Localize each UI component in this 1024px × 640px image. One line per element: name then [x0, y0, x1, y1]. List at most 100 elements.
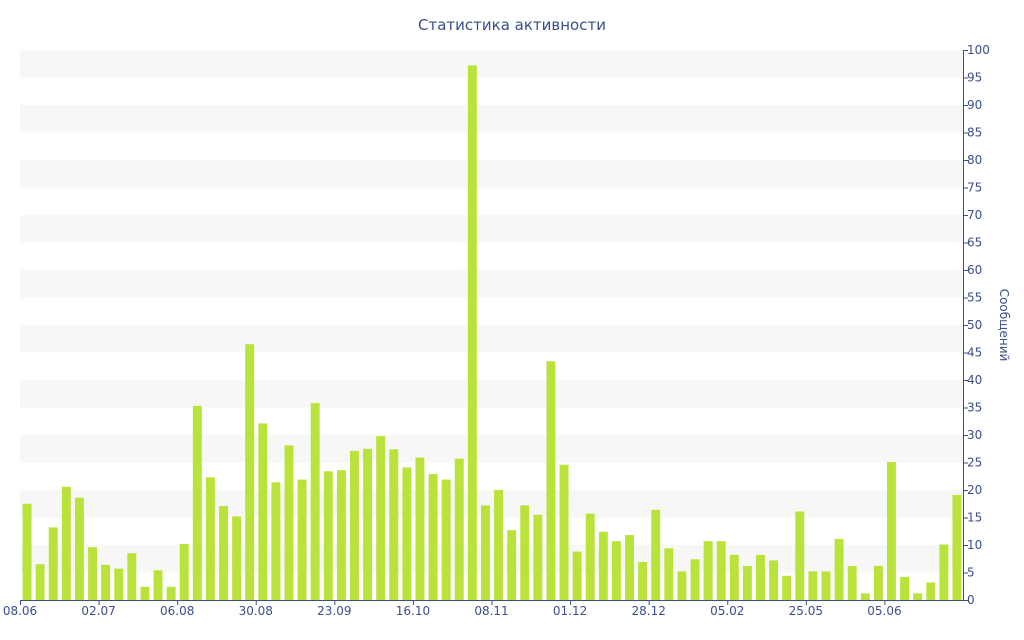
x-tick-label: 05.06	[867, 604, 901, 618]
bar[interactable]	[323, 471, 333, 600]
y-tick-label: 85	[967, 126, 982, 140]
bar[interactable]	[88, 547, 97, 600]
bar[interactable]	[494, 490, 504, 600]
y-tick-label: 75	[967, 181, 982, 195]
bar[interactable]	[310, 403, 320, 600]
bar[interactable]	[205, 477, 215, 600]
bar[interactable]	[127, 553, 137, 600]
bar[interactable]	[284, 445, 294, 600]
bar[interactable]	[179, 543, 189, 600]
bar[interactable]	[611, 541, 621, 600]
grid-band	[20, 215, 963, 243]
bar[interactable]	[114, 568, 124, 600]
bar[interactable]	[350, 450, 359, 600]
bar[interactable]	[782, 575, 792, 600]
bar[interactable]	[441, 479, 451, 600]
bar[interactable]	[507, 530, 517, 600]
bar[interactable]	[703, 541, 713, 600]
bar[interactable]	[756, 554, 765, 600]
bar[interactable]	[258, 423, 268, 600]
x-tick-label: 30.08	[239, 604, 273, 618]
bar[interactable]	[572, 551, 582, 600]
bar[interactable]	[336, 470, 346, 600]
grid-band	[20, 380, 963, 408]
bar[interactable]	[48, 527, 58, 600]
x-tick-label: 25.05	[789, 604, 823, 618]
y-tick-label: 45	[967, 346, 982, 360]
bar[interactable]	[873, 565, 883, 600]
bar[interactable]	[900, 576, 910, 600]
y-tick-label: 90	[967, 98, 982, 112]
bar[interactable]	[860, 593, 870, 600]
bar[interactable]	[520, 505, 530, 600]
bar[interactable]	[952, 494, 962, 600]
bar[interactable]	[913, 593, 923, 600]
bar[interactable]	[363, 448, 373, 600]
bar[interactable]	[153, 570, 163, 600]
bar[interactable]	[664, 548, 674, 600]
bar[interactable]	[651, 509, 661, 600]
bar[interactable]	[467, 65, 477, 600]
bar[interactable]	[834, 538, 844, 600]
bar[interactable]	[101, 564, 111, 600]
bar[interactable]	[35, 564, 45, 600]
bar[interactable]	[61, 486, 71, 600]
y-axis-label: Сообщений	[997, 289, 1011, 362]
x-tick-label: 28.12	[631, 604, 665, 618]
x-tick-label: 06.08	[160, 604, 194, 618]
y-tick-label: 100	[967, 43, 990, 57]
y-tick-label: 20	[967, 483, 982, 497]
y-tick-label: 40	[967, 373, 982, 387]
x-tick-label: 02.07	[81, 604, 115, 618]
bar[interactable]	[926, 582, 936, 600]
y-tick-label: 5	[967, 566, 975, 580]
bar[interactable]	[821, 571, 831, 600]
y-tick-label: 50	[967, 318, 982, 332]
bar[interactable]	[428, 474, 438, 600]
y-tick-label: 95	[967, 71, 982, 85]
y-tick-label: 10	[967, 538, 982, 552]
y-ticks: 0 5 10 15 20 25 30 35 40 45 50 55 60 65 70 75 80 85 90 95 10…	[963, 43, 990, 607]
bar[interactable]	[690, 559, 700, 600]
bar[interactable]	[625, 535, 634, 600]
bar[interactable]	[546, 361, 556, 600]
x-tick-label: 01.12	[553, 604, 587, 618]
bar[interactable]	[559, 464, 569, 600]
bar[interactable]	[389, 449, 399, 600]
bar[interactable]	[769, 560, 779, 600]
y-tick-label: 55	[967, 291, 982, 305]
bar[interactable]	[454, 458, 464, 600]
bar[interactable]	[598, 531, 608, 600]
y-tick-label: 80	[967, 153, 982, 167]
bar[interactable]	[166, 586, 176, 600]
x-tick-label: 08.11	[474, 604, 508, 618]
grid-band	[20, 325, 963, 353]
bar[interactable]	[585, 513, 595, 600]
grid-band	[20, 160, 963, 188]
bar[interactable]	[729, 554, 739, 600]
bar[interactable]	[415, 457, 425, 600]
bar[interactable]	[939, 544, 949, 600]
bar[interactable]	[22, 503, 32, 600]
bar[interactable]	[402, 467, 412, 600]
bar[interactable]	[742, 565, 752, 600]
bar[interactable]	[677, 571, 687, 600]
bar[interactable]	[795, 511, 805, 600]
bar[interactable]	[533, 514, 543, 600]
bar[interactable]	[638, 562, 648, 600]
bar[interactable]	[232, 516, 242, 600]
bar[interactable]	[716, 541, 726, 600]
bar[interactable]	[847, 565, 857, 600]
bar[interactable]	[192, 405, 202, 600]
bar[interactable]	[140, 586, 150, 600]
bar[interactable]	[219, 505, 228, 600]
bar[interactable]	[480, 505, 490, 600]
bar[interactable]	[271, 482, 281, 600]
bar[interactable]	[245, 344, 255, 600]
bar[interactable]	[808, 571, 818, 600]
bar[interactable]	[297, 479, 307, 600]
bar[interactable]	[376, 436, 386, 600]
bar[interactable]	[887, 461, 896, 600]
bar[interactable]	[74, 497, 84, 600]
